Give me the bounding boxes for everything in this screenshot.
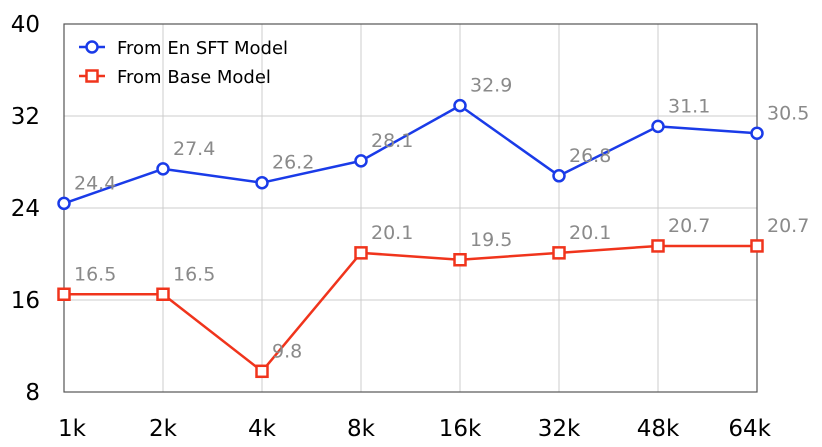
data-label: 24.4 [74,172,116,194]
data-label: 20.1 [569,222,611,244]
data-point-square [453,253,467,267]
data-point-circle [552,169,566,183]
x-tick-label: 1k [58,416,87,442]
y-tick-label: 24 [11,196,40,222]
data-point-circle [57,196,71,211]
data-label: 20.7 [767,215,809,237]
data-label: 26.2 [272,152,314,174]
data-label: 31.1 [668,95,710,117]
data-point-circle [750,126,764,140]
data-point-circle [354,154,368,168]
series-layer: 24.4 27.4 26.2 28.1 32.9 26.8 31.1 30.5 16.5 16.5… [57,75,809,379]
data-point-square [57,287,71,301]
legend-label: From Base Model [117,67,271,88]
data-point-square [156,287,170,301]
x-tick-label: 8k [347,416,376,442]
data-label: 16.5 [74,263,116,285]
legend-label: From En SFT Model [117,38,288,59]
series-line [64,244,757,373]
data-point-square [354,246,368,260]
data-point-square [255,364,269,379]
data-label: 26.8 [569,145,611,167]
y-tick-label: 16 [11,288,40,314]
data-label: 28.1 [371,130,413,152]
data-point-circle [651,119,665,134]
data-label: 27.4 [173,138,215,160]
legend-marker-circle [85,40,99,54]
axis-ticks: 8 16 24 32 40 1k 2k 4k 8k 16k 32k 48k 64k [11,12,772,442]
y-tick-label: 32 [11,104,40,130]
legend-marker-square [85,69,99,83]
data-label: 19.5 [470,229,512,251]
data-label: 9.8 [272,340,302,362]
y-tick-label: 8 [25,380,40,406]
data-point-square [651,239,665,253]
series-line [63,104,758,205]
y-tick-label: 40 [11,12,40,38]
series-en-sft [57,98,764,211]
x-tick-label: 48k [637,416,680,442]
x-tick-label: 32k [538,416,581,442]
series-base [57,239,764,379]
data-point-circle [453,98,467,113]
x-tick-label: 16k [439,416,482,442]
legend-entry: From En SFT Model [79,38,288,59]
x-tick-label: 2k [149,416,178,442]
data-label: 20.7 [668,215,710,237]
legend: From En SFT Model From Base Model [79,38,288,88]
data-label: 32.9 [470,75,512,97]
data-label: 16.5 [173,263,215,285]
legend-entry: From Base Model [79,67,271,88]
data-point-square [750,239,764,253]
data-point-square [552,246,566,260]
data-label: 30.5 [767,102,809,124]
x-tick-label: 4k [248,416,277,442]
data-label: 20.1 [371,222,413,244]
grid-lines [64,24,757,392]
data-point-circle [255,175,269,190]
data-point-circle [156,162,170,176]
x-tick-label: 64k [728,416,771,442]
